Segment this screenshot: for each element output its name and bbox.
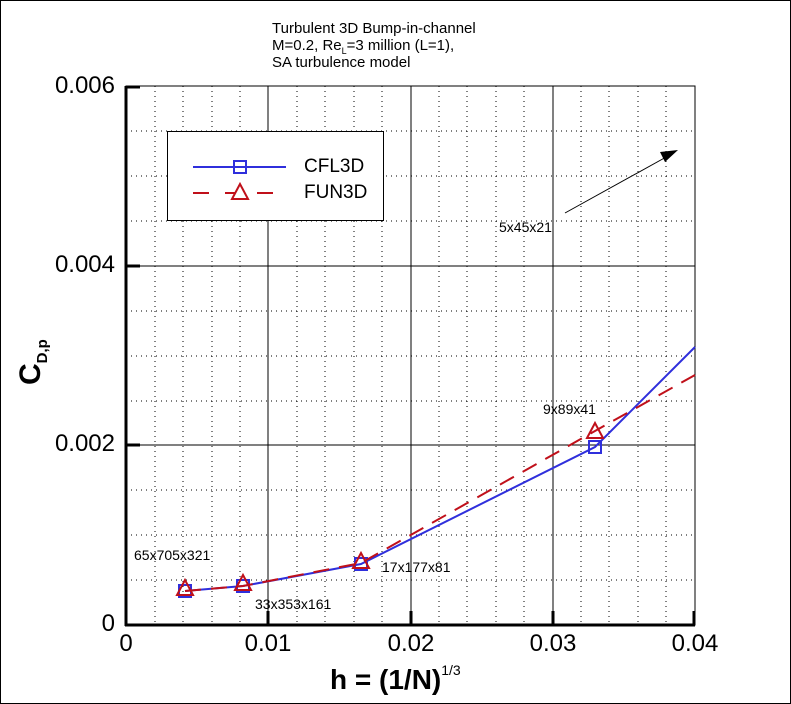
xtick-label: 0.04 xyxy=(671,630,719,657)
xtick-label: 0.02 xyxy=(387,630,435,657)
ytick-label: 0.002 xyxy=(54,430,115,457)
legend-label-fun3d: FUN3D xyxy=(304,182,368,203)
grid-label-9x89x41: 9x89x41 xyxy=(543,401,596,417)
y-axis-label: CD,p xyxy=(14,339,51,385)
chart-title-line-3: SA turbulence model xyxy=(272,54,411,71)
legend-label-cfl3d: CFL3D xyxy=(304,156,365,177)
chart-title-line-1: Turbulent 3D Bump-in-channel xyxy=(272,20,476,37)
ytick-label: 0.006 xyxy=(54,72,115,99)
series-fun3d xyxy=(175,374,696,596)
ytick-label: 0 xyxy=(101,610,115,637)
ytick-label: 0.004 xyxy=(54,251,115,278)
xtick-label: 0 xyxy=(119,630,133,657)
grid-label-5x45x21: 5x45x21 xyxy=(499,219,552,235)
x-axis-label: h = (1/N)1/3 xyxy=(330,662,461,695)
annotation-arrow xyxy=(564,150,678,214)
grid-label-33x353x161: 33x353x161 xyxy=(255,596,332,612)
xtick-label: 0.01 xyxy=(244,630,292,657)
grid-label-17x177x81: 17x177x81 xyxy=(382,559,451,575)
chart-title-line-2: M=0.2, ReL=3 million (L=1), xyxy=(272,37,455,56)
grid-label-65x705x321: 65x705x321 xyxy=(134,547,211,563)
chart-legend: CFL3D FUN3D xyxy=(167,131,384,221)
xtick-label: 0.03 xyxy=(529,630,577,657)
